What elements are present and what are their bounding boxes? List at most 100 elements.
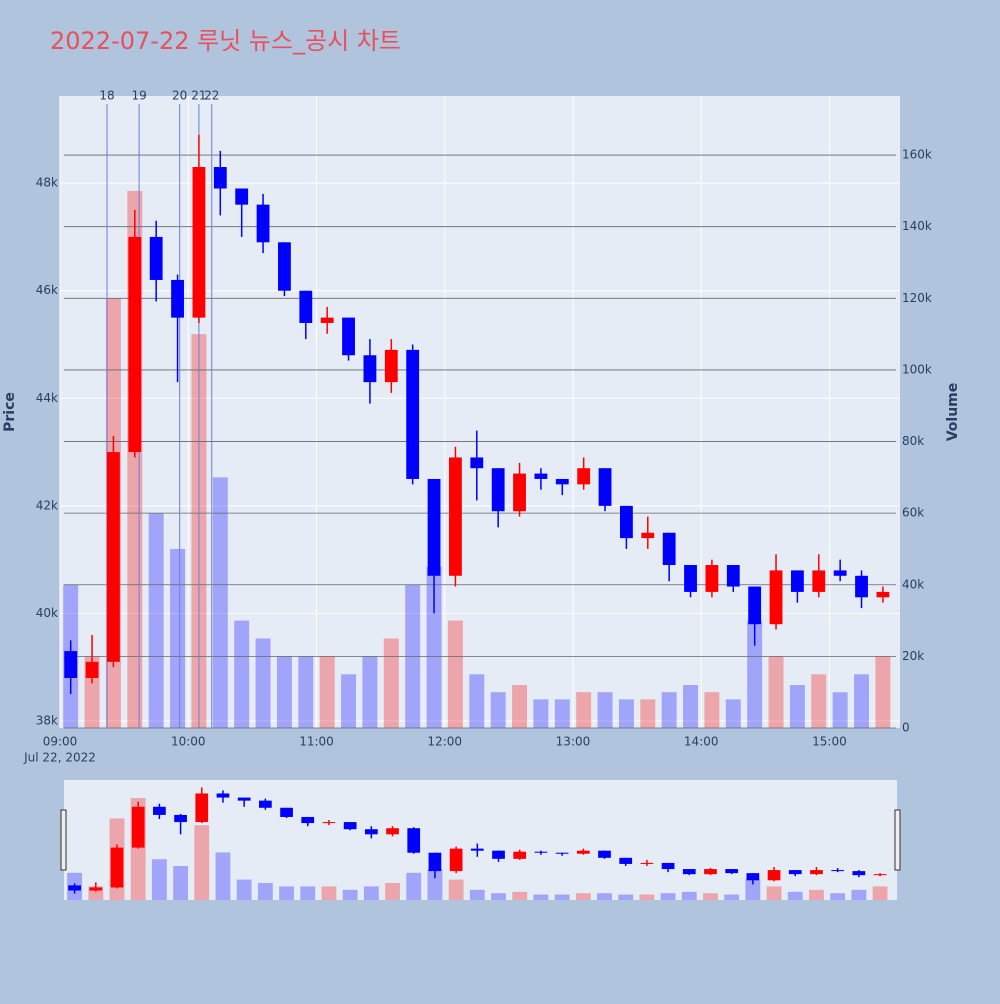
volume-bar <box>469 674 485 728</box>
mini-candle-body <box>788 870 802 875</box>
candle-body <box>299 290 313 323</box>
mini-candle-body <box>682 869 696 875</box>
mini-volume-bar <box>406 872 422 900</box>
candle-body <box>769 570 783 625</box>
mini-volume-bar <box>724 894 740 900</box>
x-date-label: Jul 22, 2022 <box>23 751 96 765</box>
candle-body <box>256 204 270 243</box>
candle-body <box>833 570 847 576</box>
mini-volume-bar <box>173 866 188 900</box>
mini-candle-body <box>619 857 633 864</box>
mini-candle-body <box>174 814 187 823</box>
candle-body <box>641 532 655 539</box>
mini-candle-body <box>301 816 315 824</box>
y-tick-label: 38k <box>36 714 58 728</box>
volume-bar <box>276 656 292 728</box>
x-tick-label: 15:00 <box>812 735 847 749</box>
mini-volume-bar <box>300 886 316 900</box>
volume-bar <box>212 477 228 728</box>
mini-candle-body <box>449 848 463 872</box>
mini-volume-bar <box>321 886 337 900</box>
news-marker-label: 21 <box>191 89 206 103</box>
candle-body <box>128 236 142 453</box>
y2-tick-label: 60k <box>902 506 924 520</box>
y2-tick-label: 140k <box>902 219 932 233</box>
mini-volume-bar <box>215 852 231 900</box>
volume-bar <box>618 699 634 728</box>
volume-bar <box>319 656 335 728</box>
x-tick-label: 12:00 <box>427 735 462 749</box>
candle-body <box>812 570 826 592</box>
mini-candle-body <box>110 847 124 888</box>
y-tick-label: 42k <box>36 498 58 512</box>
x-tick-label: 10:00 <box>171 735 206 749</box>
mini-candle-body <box>873 874 887 876</box>
mini-candle-body <box>534 851 548 853</box>
mini-candle-body <box>810 870 823 875</box>
plot-layer: 09:00 10:00 11:00 12:00 13:00 14:00 15:00 Jul 2… <box>23 89 932 900</box>
mini-volume-bar <box>851 889 867 900</box>
mini-candle-body <box>407 828 421 853</box>
x-tick-label: 14:00 <box>684 735 719 749</box>
candle-body <box>342 317 355 356</box>
volume-bar <box>426 566 442 728</box>
candle-body <box>726 565 740 587</box>
candle-body <box>748 586 762 625</box>
volume-bar <box>170 548 186 728</box>
mini-candle-body <box>364 829 378 835</box>
mini-candle-body <box>237 797 251 801</box>
volume-bar <box>640 699 656 728</box>
candle-body <box>278 242 291 291</box>
volume-bar <box>832 692 848 728</box>
volume-bar <box>298 656 314 728</box>
volume-bar <box>576 692 592 728</box>
x-tick-label: 13:00 <box>556 735 591 749</box>
y2-tick-label: 20k <box>902 649 924 663</box>
candle-body <box>235 188 249 205</box>
mini-volume-bar <box>194 825 210 900</box>
slider-handle[interactable] <box>894 809 901 871</box>
mini-candle-body <box>470 848 484 851</box>
mini-candle-body <box>640 862 654 864</box>
volume-bar <box>725 699 741 728</box>
mini-volume-bar <box>427 869 443 900</box>
mini-volume-bar <box>279 886 294 900</box>
volume-bar <box>554 699 570 728</box>
candle-body <box>491 468 505 512</box>
y2-tick-label: 100k <box>902 362 932 376</box>
candle-body <box>320 317 334 323</box>
candle-body <box>171 279 184 318</box>
candle-body <box>876 591 890 598</box>
y-axis-title: Price <box>2 392 18 432</box>
x-tick-label: 09:00 <box>43 735 78 749</box>
y-tick-label: 40k <box>36 606 58 620</box>
volume-bar <box>704 692 720 728</box>
mini-volume-bar <box>151 859 167 900</box>
volume-bar <box>490 692 506 728</box>
candle-body <box>85 661 99 678</box>
mini-volume-bar <box>469 889 485 900</box>
range-slider[interactable] <box>64 780 897 900</box>
mini-candle-body <box>598 850 611 858</box>
mini-candle-body <box>704 869 717 875</box>
candle-body <box>662 532 676 566</box>
y2-tick-label: 0 <box>902 721 910 735</box>
candle-body <box>555 478 569 485</box>
y2-tick-label: 160k <box>902 148 932 162</box>
mini-volume-bar <box>491 893 506 900</box>
slider-handle[interactable] <box>60 809 67 871</box>
candle-body <box>406 349 420 479</box>
mini-candle-body <box>661 862 675 870</box>
mini-candle-body <box>725 869 739 874</box>
y2-tick-label: 40k <box>902 577 924 591</box>
volume-bar <box>255 638 271 728</box>
volume-bar <box>661 692 677 728</box>
mini-candle-body <box>386 828 399 835</box>
mini-volume-bar <box>809 889 824 900</box>
volume-bar <box>597 692 613 728</box>
mini-candle-body <box>767 870 781 881</box>
mini-volume-bar <box>257 883 273 900</box>
news-marker-label: 22 <box>204 89 219 103</box>
